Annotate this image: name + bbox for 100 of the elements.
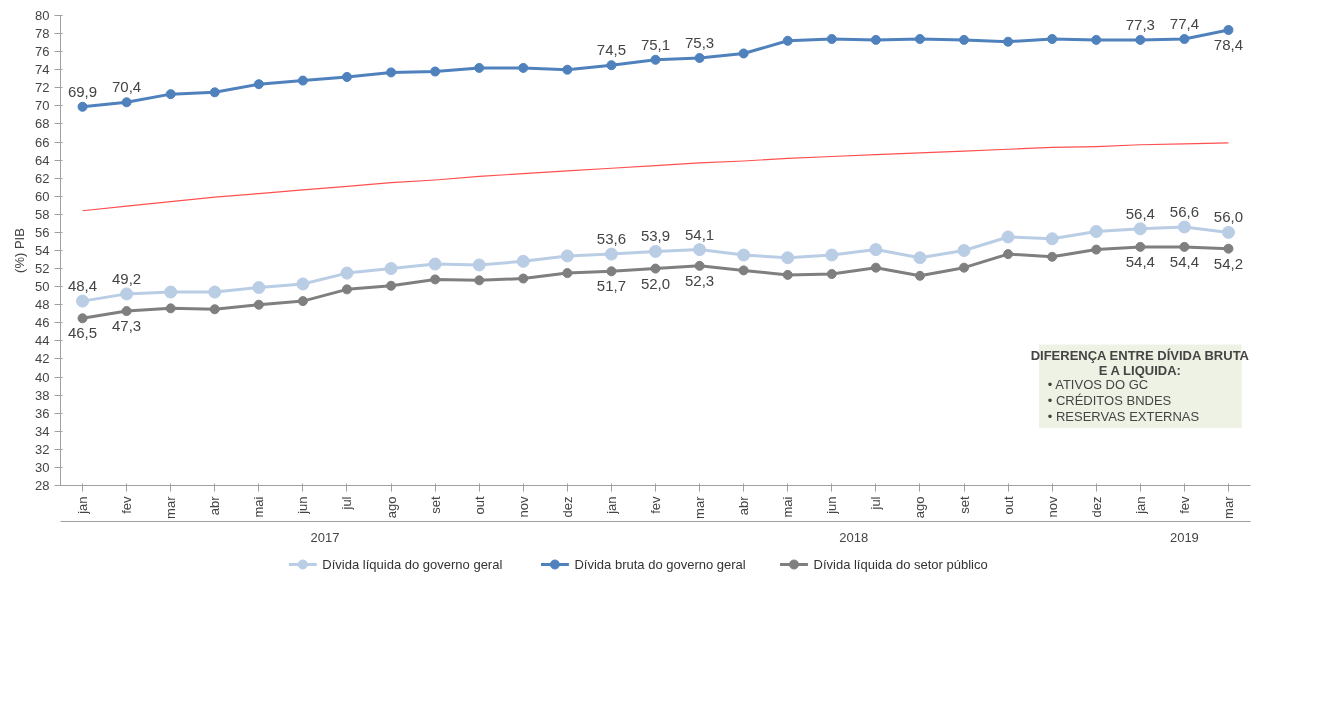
- data-label: 46,5: [67, 324, 98, 342]
- y-tick-label: 40: [35, 369, 50, 385]
- x-tick-label: jan: [75, 496, 91, 515]
- x-tick-label: out: [471, 496, 487, 515]
- point: [957, 244, 971, 257]
- x-tick-label: fev: [648, 496, 663, 514]
- point: [870, 262, 881, 273]
- text: 2017: [310, 529, 340, 545]
- point: [738, 48, 749, 59]
- x-tick-label: set: [956, 496, 972, 514]
- point: [1223, 24, 1234, 35]
- point: [870, 34, 881, 45]
- y-tick-label: 56: [35, 224, 50, 240]
- point: [252, 281, 266, 295]
- y-tick-label: 32: [35, 441, 50, 457]
- legend-label: Dívida líquida do governo geral: [322, 557, 503, 572]
- text: 2018: [839, 529, 869, 545]
- point: [913, 251, 927, 265]
- y-axis-title: (%) PIB: [12, 228, 28, 273]
- x-tick-label: ago: [912, 496, 928, 519]
- x-tick-label: jun: [824, 496, 840, 515]
- point: [825, 248, 839, 262]
- x-tick-label: fev: [119, 496, 135, 514]
- point: [341, 284, 352, 295]
- point: [341, 71, 352, 82]
- point: [1223, 243, 1234, 254]
- point: [1089, 225, 1103, 239]
- data-label: 54,2: [1213, 254, 1244, 272]
- point: [518, 273, 529, 284]
- point: [518, 62, 529, 73]
- point: [77, 101, 88, 112]
- annotation: • RESERVAS EXTERNAS: [1047, 408, 1200, 424]
- point: [1003, 249, 1014, 260]
- data-label: 78,4: [1213, 35, 1244, 53]
- x-tick-label: mar: [1220, 495, 1236, 519]
- data-label: 53,6: [596, 230, 627, 248]
- y-tick-label: 60: [35, 188, 50, 204]
- y-tick-label: 50: [35, 279, 50, 295]
- point: [737, 248, 751, 262]
- point: [914, 34, 925, 44]
- text: 2019: [1169, 529, 1199, 545]
- y-tick-label: 28: [35, 478, 50, 493]
- y-tick-label: 54: [35, 243, 50, 258]
- point: [826, 34, 837, 44]
- x-tick-label: set: [427, 496, 443, 514]
- x-tick-label: jul: [868, 496, 884, 511]
- point: [869, 243, 883, 257]
- point: [474, 62, 485, 73]
- x-tick-label: dez: [1088, 496, 1104, 518]
- data-label: 54,4: [1125, 252, 1155, 270]
- point: [781, 251, 795, 265]
- point: [560, 249, 574, 263]
- data-label: 77,3: [1125, 15, 1155, 33]
- point: [694, 260, 705, 271]
- x-tick-label: dez: [559, 496, 575, 518]
- point: [914, 270, 925, 281]
- y-tick-label: 72: [35, 80, 50, 96]
- point: [1133, 222, 1147, 236]
- point: [738, 265, 749, 276]
- point: [1135, 34, 1146, 45]
- data-label: 52,0: [640, 274, 671, 292]
- point: [1135, 241, 1146, 252]
- point: [430, 66, 441, 77]
- point: [164, 285, 178, 299]
- point: [782, 35, 793, 46]
- point: [474, 275, 485, 286]
- data-label: 54,1: [684, 225, 715, 243]
- data-label: 48,4: [67, 277, 98, 295]
- point: [384, 262, 398, 276]
- data-label: 51,7: [596, 277, 627, 295]
- data-label: 56,6: [1169, 203, 1199, 220]
- point: [650, 54, 661, 65]
- data-label: 77,4: [1169, 15, 1199, 32]
- point: [472, 258, 486, 272]
- point: [1221, 225, 1235, 239]
- point: [1177, 220, 1191, 234]
- point: [430, 274, 441, 285]
- point: [562, 64, 573, 75]
- y-tick-label: 64: [35, 152, 50, 168]
- point: [121, 97, 132, 108]
- y-tick-label: 74: [35, 62, 50, 78]
- point: [386, 280, 397, 291]
- point: [693, 243, 707, 257]
- point: [959, 34, 970, 45]
- point: [606, 266, 617, 277]
- point: [121, 306, 132, 317]
- point: [1047, 251, 1058, 262]
- point: [209, 304, 220, 315]
- point: [1091, 244, 1102, 255]
- data-label: 75,1: [640, 35, 671, 53]
- point: [76, 294, 90, 308]
- y-tick-label: 70: [35, 98, 50, 114]
- x-tick-label: mar: [163, 495, 179, 519]
- x-tick-label: jan: [603, 496, 619, 515]
- point: [1179, 34, 1190, 44]
- point: [1003, 36, 1014, 47]
- data-label: 47,3: [112, 317, 142, 335]
- point: [1045, 232, 1059, 246]
- point: [1179, 241, 1190, 252]
- x-tick-label: abr: [736, 495, 752, 516]
